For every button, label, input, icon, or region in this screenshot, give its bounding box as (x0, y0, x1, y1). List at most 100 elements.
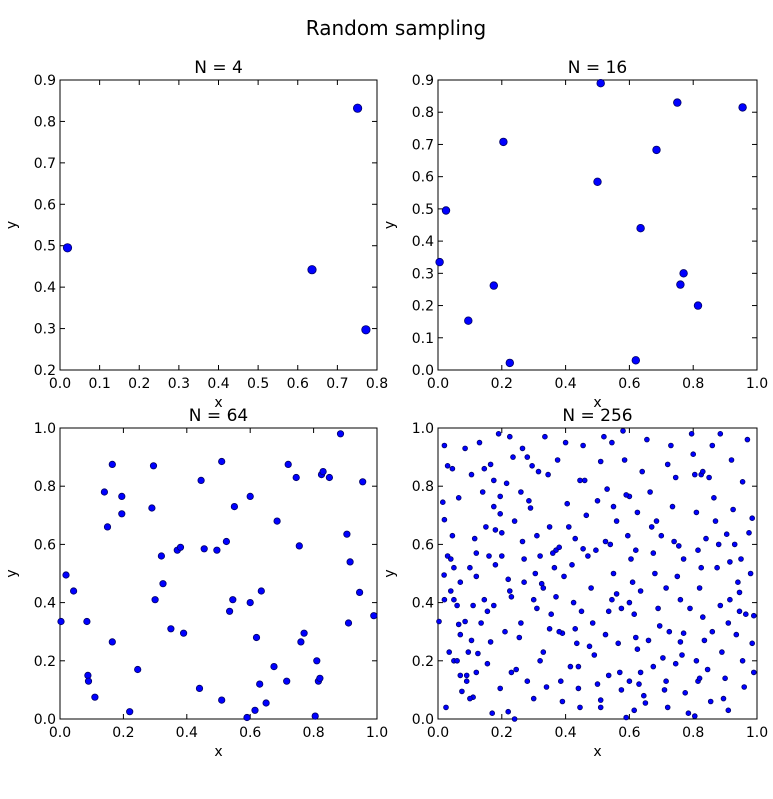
scatter-point (736, 608, 743, 615)
scatter-point (498, 553, 505, 559)
scatter-point (735, 579, 741, 585)
scatter-point (588, 585, 594, 591)
x-axis-label: x (593, 744, 601, 760)
scatter-point (167, 625, 175, 633)
x-tick-label: 0.2 (128, 376, 150, 392)
x-tick-label: 0.4 (176, 725, 198, 741)
scatter-point (457, 672, 464, 679)
scatter-point (325, 473, 333, 482)
scatter-point (750, 612, 757, 619)
x-tick-label: 0.0 (49, 376, 71, 392)
y-tick-label: 0.6 (412, 537, 434, 553)
scatter-point (738, 556, 744, 562)
scatter-point (157, 552, 165, 560)
scatter-point (750, 669, 757, 676)
scatter-point (634, 509, 641, 516)
scatter-point (503, 480, 510, 487)
scatter-point (621, 457, 628, 463)
scatter-point (749, 515, 755, 521)
scatter-point (610, 570, 617, 577)
scatter-point (733, 631, 740, 638)
scatter-point (596, 78, 605, 88)
y-tick-label: 0.5 (412, 202, 434, 218)
scatter-point (738, 103, 747, 112)
scatter-point (492, 561, 499, 568)
scatter-point (70, 587, 78, 595)
scatter-point (467, 695, 473, 702)
scatter-point (103, 523, 112, 531)
scatter-point (719, 649, 725, 655)
scatter-point (562, 439, 569, 446)
scatter-point (91, 693, 99, 701)
scatter-point (483, 524, 489, 530)
y-tick-label: 0.8 (34, 479, 56, 495)
scatter-point (699, 614, 706, 620)
scatter-point (487, 461, 494, 468)
scatter-point (682, 689, 688, 696)
scatter-point (516, 634, 523, 641)
scatter-point (557, 678, 564, 684)
scatter-point (57, 617, 65, 626)
x-tick-label: 1.0 (366, 725, 388, 741)
scatter-point (637, 669, 644, 676)
scatter-point (447, 556, 454, 562)
scatter-point (534, 532, 540, 539)
scatter-point (475, 650, 481, 657)
scatter-point (463, 672, 470, 679)
y-tick-label: 0.4 (412, 234, 434, 250)
scatter-point (642, 700, 649, 706)
scatter-point (505, 358, 514, 368)
scatter-point (666, 628, 673, 635)
y-tick-label: 0.8 (34, 114, 56, 130)
scatter-point (505, 708, 512, 715)
scatter-point (262, 699, 270, 707)
scatter-point (660, 655, 666, 661)
scatter-point (693, 657, 700, 664)
scatter-point (468, 471, 475, 478)
scatter-point (715, 541, 722, 548)
scatter-point (597, 697, 604, 703)
scatter-point (300, 629, 308, 637)
y-tick-label: 0.0 (412, 363, 434, 379)
scatter-point (134, 665, 142, 674)
x-tick-label: 0.2 (491, 376, 513, 392)
scatter-point (521, 556, 527, 562)
scatter-point (580, 442, 586, 449)
scatter-point (176, 543, 185, 551)
scatter-point (556, 544, 562, 551)
scatter-point (709, 628, 716, 635)
scatter-point (319, 467, 327, 476)
scatter-point (307, 265, 317, 275)
scatter-point (712, 518, 719, 524)
scatter-point (585, 553, 591, 559)
scatter-point (118, 492, 126, 500)
scatter-point (631, 611, 637, 617)
subplot-grid: N = 4 0.0 0.1 0.2 0.3 0.4 0.5 0.6 0.7 0.8 0.2 0.3 0.… (4, 58, 768, 760)
scatter-point (675, 543, 682, 549)
scatter-point (230, 502, 238, 511)
scatter-point (581, 477, 588, 484)
scatter-point (706, 474, 712, 481)
scatter-point (508, 669, 515, 676)
scatter-point (534, 605, 540, 612)
scatter-point (159, 580, 167, 588)
scatter-point (577, 477, 583, 484)
scatter-point (618, 687, 625, 693)
scatter-point (747, 570, 754, 577)
x-tick-label: 0.4 (207, 376, 229, 392)
scatter-point (519, 445, 526, 452)
y-tick-label: 0.2 (412, 299, 434, 315)
scatter-point (151, 596, 159, 604)
y-tick-label: 0.8 (412, 479, 434, 495)
scatter-point (628, 556, 634, 562)
scatter-point (542, 433, 548, 440)
scatter-point (518, 489, 524, 495)
scatter-point (703, 535, 709, 542)
scatter-point (108, 460, 116, 468)
scatter-point (577, 704, 583, 711)
scatter-point (435, 257, 444, 267)
scatter-point (548, 611, 554, 617)
y-tick-label: 0.9 (412, 73, 434, 89)
scatter-point (652, 570, 658, 577)
scatter-point (84, 671, 92, 680)
